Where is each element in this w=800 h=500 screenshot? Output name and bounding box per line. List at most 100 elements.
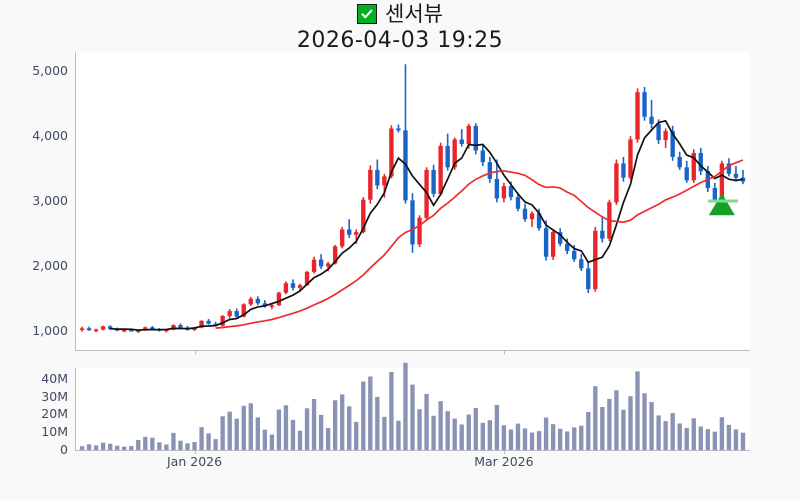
volume-bar: [361, 381, 366, 450]
volume-bar: [508, 429, 514, 450]
volume-bar: [248, 403, 253, 450]
buy-signal-triangle-icon: [708, 193, 735, 216]
candle-body: [698, 153, 703, 172]
x-tick-mark: [503, 450, 505, 454]
volume-bar: [417, 409, 422, 450]
volume-bar: [199, 427, 204, 450]
volume-bar: [459, 424, 464, 450]
volume-bar: [635, 371, 640, 450]
candle-body: [691, 153, 696, 181]
volume-bar: [171, 432, 176, 450]
volume-bar: [557, 428, 563, 450]
candle-body: [522, 208, 528, 220]
volume-bar: [100, 442, 106, 450]
candle-body: [557, 232, 563, 244]
volume-bar: [347, 406, 352, 450]
candle-body: [417, 217, 422, 245]
volume-bar: [262, 429, 268, 450]
candle-body: [93, 329, 99, 332]
candle-body: [600, 230, 605, 239]
candle-body: [614, 163, 619, 203]
volume-bar: [304, 408, 310, 450]
candle-body: [318, 259, 324, 267]
volume-bar: [565, 431, 570, 450]
volume-bar: [621, 409, 626, 450]
volume-bar: [340, 394, 345, 450]
volume-y-tick: 40M: [41, 370, 68, 386]
candle-body: [311, 259, 317, 272]
volume-bar: [325, 428, 331, 450]
volume-bar: [93, 445, 99, 450]
candle-body: [150, 327, 155, 330]
volume-bar: [649, 402, 654, 450]
candle-body: [515, 197, 521, 209]
candle-body: [635, 92, 640, 140]
volume-bar: [733, 429, 739, 450]
volume-bar: [136, 440, 141, 450]
candle-body: [136, 330, 141, 332]
volume-bar: [480, 422, 485, 450]
volume-bar: [220, 416, 225, 450]
volume-bar: [255, 417, 260, 450]
volume-y-tick: 30M: [41, 388, 68, 404]
x-tick-mark: [503, 350, 505, 354]
volume-bar: [529, 432, 535, 450]
candle-body: [234, 311, 239, 317]
candle-body: [677, 156, 682, 168]
price-x-axis-line: [75, 350, 750, 351]
candle-body: [445, 145, 450, 168]
candle-body: [473, 125, 478, 151]
volume-bar: [368, 376, 373, 450]
volume-bar: [536, 431, 542, 450]
volume-bar: [543, 417, 549, 450]
x-tick-mark: [194, 350, 196, 354]
volume-y-tick: 0: [60, 442, 68, 457]
volume-bar: [501, 425, 507, 450]
x-tick-mark: [194, 450, 196, 454]
candle-body: [171, 325, 176, 330]
volume-bar: [185, 443, 190, 450]
volume-bar: [86, 444, 92, 450]
volume-bar: [164, 444, 169, 450]
volume-bar: [122, 446, 127, 450]
volume-bar: [593, 386, 598, 450]
candle-body: [565, 243, 570, 251]
volume-bar: [726, 424, 732, 450]
chart-title-row: 센서뷰: [0, 2, 800, 26]
volume-bar: [642, 393, 647, 450]
volume-y-tick: 10M: [41, 424, 68, 440]
candle-body: [663, 131, 668, 141]
candle-body: [79, 328, 85, 330]
candle-body: [501, 186, 507, 199]
volume-y-axis-line: [75, 368, 76, 450]
price-y-tick: 5,000: [32, 63, 68, 79]
candle-body: [586, 268, 591, 290]
candle-body: [262, 303, 268, 307]
ma-short-line: [110, 119, 744, 331]
volume-bar: [290, 419, 296, 450]
volume-bar: [157, 442, 162, 450]
candle-body: [100, 326, 106, 330]
volume-x-axis-line: [75, 450, 750, 451]
candle-body: [431, 169, 436, 194]
volume-bar: [452, 418, 457, 450]
candle-body: [726, 163, 732, 174]
volume-bar: [403, 362, 408, 450]
volume-bar: [410, 384, 415, 450]
candle-body: [178, 325, 183, 328]
candle-body: [628, 139, 633, 178]
candle-body: [227, 311, 232, 316]
volume-bar: [656, 415, 661, 450]
volume-bar: [311, 399, 317, 450]
volume-bar: [192, 441, 197, 450]
volume-bar: [234, 418, 239, 450]
volume-bar: [705, 429, 710, 450]
candle-body: [248, 298, 253, 305]
candle-body: [656, 123, 661, 141]
volume-bar: [515, 423, 521, 450]
candle-body: [684, 167, 689, 181]
candle-body: [241, 304, 246, 317]
volume-bar: [332, 400, 338, 450]
